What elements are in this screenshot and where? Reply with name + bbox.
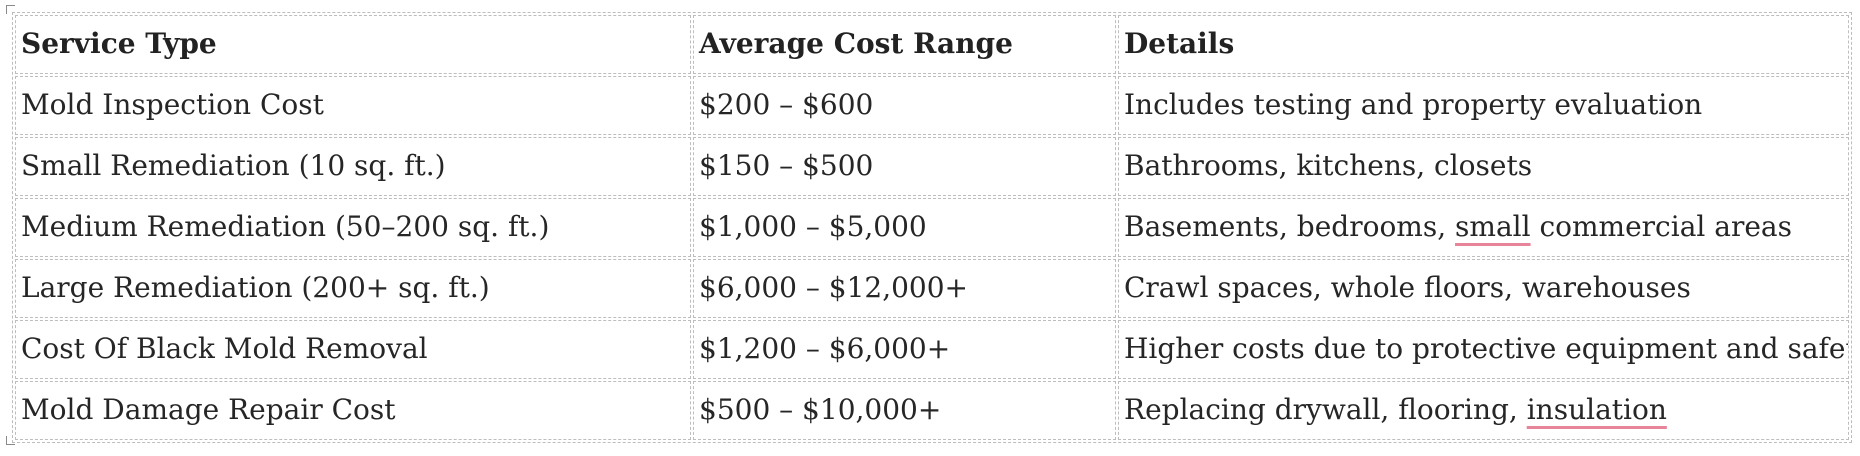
details-text: Higher costs due to protective equipment… bbox=[1124, 332, 1849, 366]
cell-service-type[interactable]: Medium Remediation (50–200 sq. ft.) bbox=[15, 198, 691, 257]
mold-cost-table: Service Type Average Cost Range Details … bbox=[12, 12, 1852, 443]
header-service-type[interactable]: Service Type bbox=[15, 15, 691, 74]
table-row: Cost Of Black Mold Removal $1,200 – $6,0… bbox=[15, 320, 1849, 379]
table-header-row: Service Type Average Cost Range Details bbox=[15, 15, 1849, 74]
cell-service-type[interactable]: Mold Damage Repair Cost bbox=[15, 381, 691, 440]
table-resize-corner-bottom[interactable] bbox=[6, 436, 15, 445]
table-row: Mold Inspection Cost $200 – $600 Include… bbox=[15, 76, 1849, 135]
table-row: Small Remediation (10 sq. ft.) $150 – $5… bbox=[15, 137, 1849, 196]
table-row: Mold Damage Repair Cost $500 – $10,000+ … bbox=[15, 381, 1849, 440]
details-text: Crawl spaces, whole floors, warehouses bbox=[1124, 271, 1691, 305]
details-text: Includes testing and property evaluation bbox=[1124, 88, 1703, 122]
cell-details[interactable]: Bathrooms, kitchens, closets bbox=[1118, 137, 1849, 196]
spellcheck-flagged-word[interactable]: small bbox=[1455, 210, 1531, 244]
cell-details[interactable]: Crawl spaces, whole floors, warehouses bbox=[1118, 259, 1849, 318]
table-row: Medium Remediation (50–200 sq. ft.) $1,0… bbox=[15, 198, 1849, 257]
cell-details[interactable]: Basements, bedrooms, small commercial ar… bbox=[1118, 198, 1849, 257]
cell-details[interactable]: Includes testing and property evaluation bbox=[1118, 76, 1849, 135]
cell-details[interactable]: Replacing drywall, flooring, insulation bbox=[1118, 381, 1849, 440]
cell-cost-range[interactable]: $150 – $500 bbox=[693, 137, 1116, 196]
cell-cost-range[interactable]: $1,200 – $6,000+ bbox=[693, 320, 1116, 379]
spellcheck-flagged-word[interactable]: insulation bbox=[1526, 393, 1667, 427]
details-text: Basements, bedrooms, bbox=[1124, 210, 1456, 244]
cell-cost-range[interactable]: $500 – $10,000+ bbox=[693, 381, 1116, 440]
cell-service-type[interactable]: Large Remediation (200+ sq. ft.) bbox=[15, 259, 691, 318]
cell-cost-range[interactable]: $1,000 – $5,000 bbox=[693, 198, 1116, 257]
table-row: Large Remediation (200+ sq. ft.) $6,000 … bbox=[15, 259, 1849, 318]
details-text: Bathrooms, kitchens, closets bbox=[1124, 149, 1533, 183]
header-details[interactable]: Details bbox=[1118, 15, 1849, 74]
cell-service-type[interactable]: Small Remediation (10 sq. ft.) bbox=[15, 137, 691, 196]
cell-service-type[interactable]: Cost Of Black Mold Removal bbox=[15, 320, 691, 379]
cell-service-type[interactable]: Mold Inspection Cost bbox=[15, 76, 691, 135]
header-average-cost-range[interactable]: Average Cost Range bbox=[693, 15, 1116, 74]
editor-table-frame: Service Type Average Cost Range Details … bbox=[6, 5, 1852, 447]
details-text: Replacing drywall, flooring, bbox=[1124, 393, 1527, 427]
table-resize-corner-top[interactable] bbox=[6, 5, 15, 14]
cell-cost-range[interactable]: $200 – $600 bbox=[693, 76, 1116, 135]
cell-details[interactable]: Higher costs due to protective equipment… bbox=[1118, 320, 1849, 379]
details-text-after: commercial areas bbox=[1530, 210, 1792, 244]
cell-cost-range[interactable]: $6,000 – $12,000+ bbox=[693, 259, 1116, 318]
